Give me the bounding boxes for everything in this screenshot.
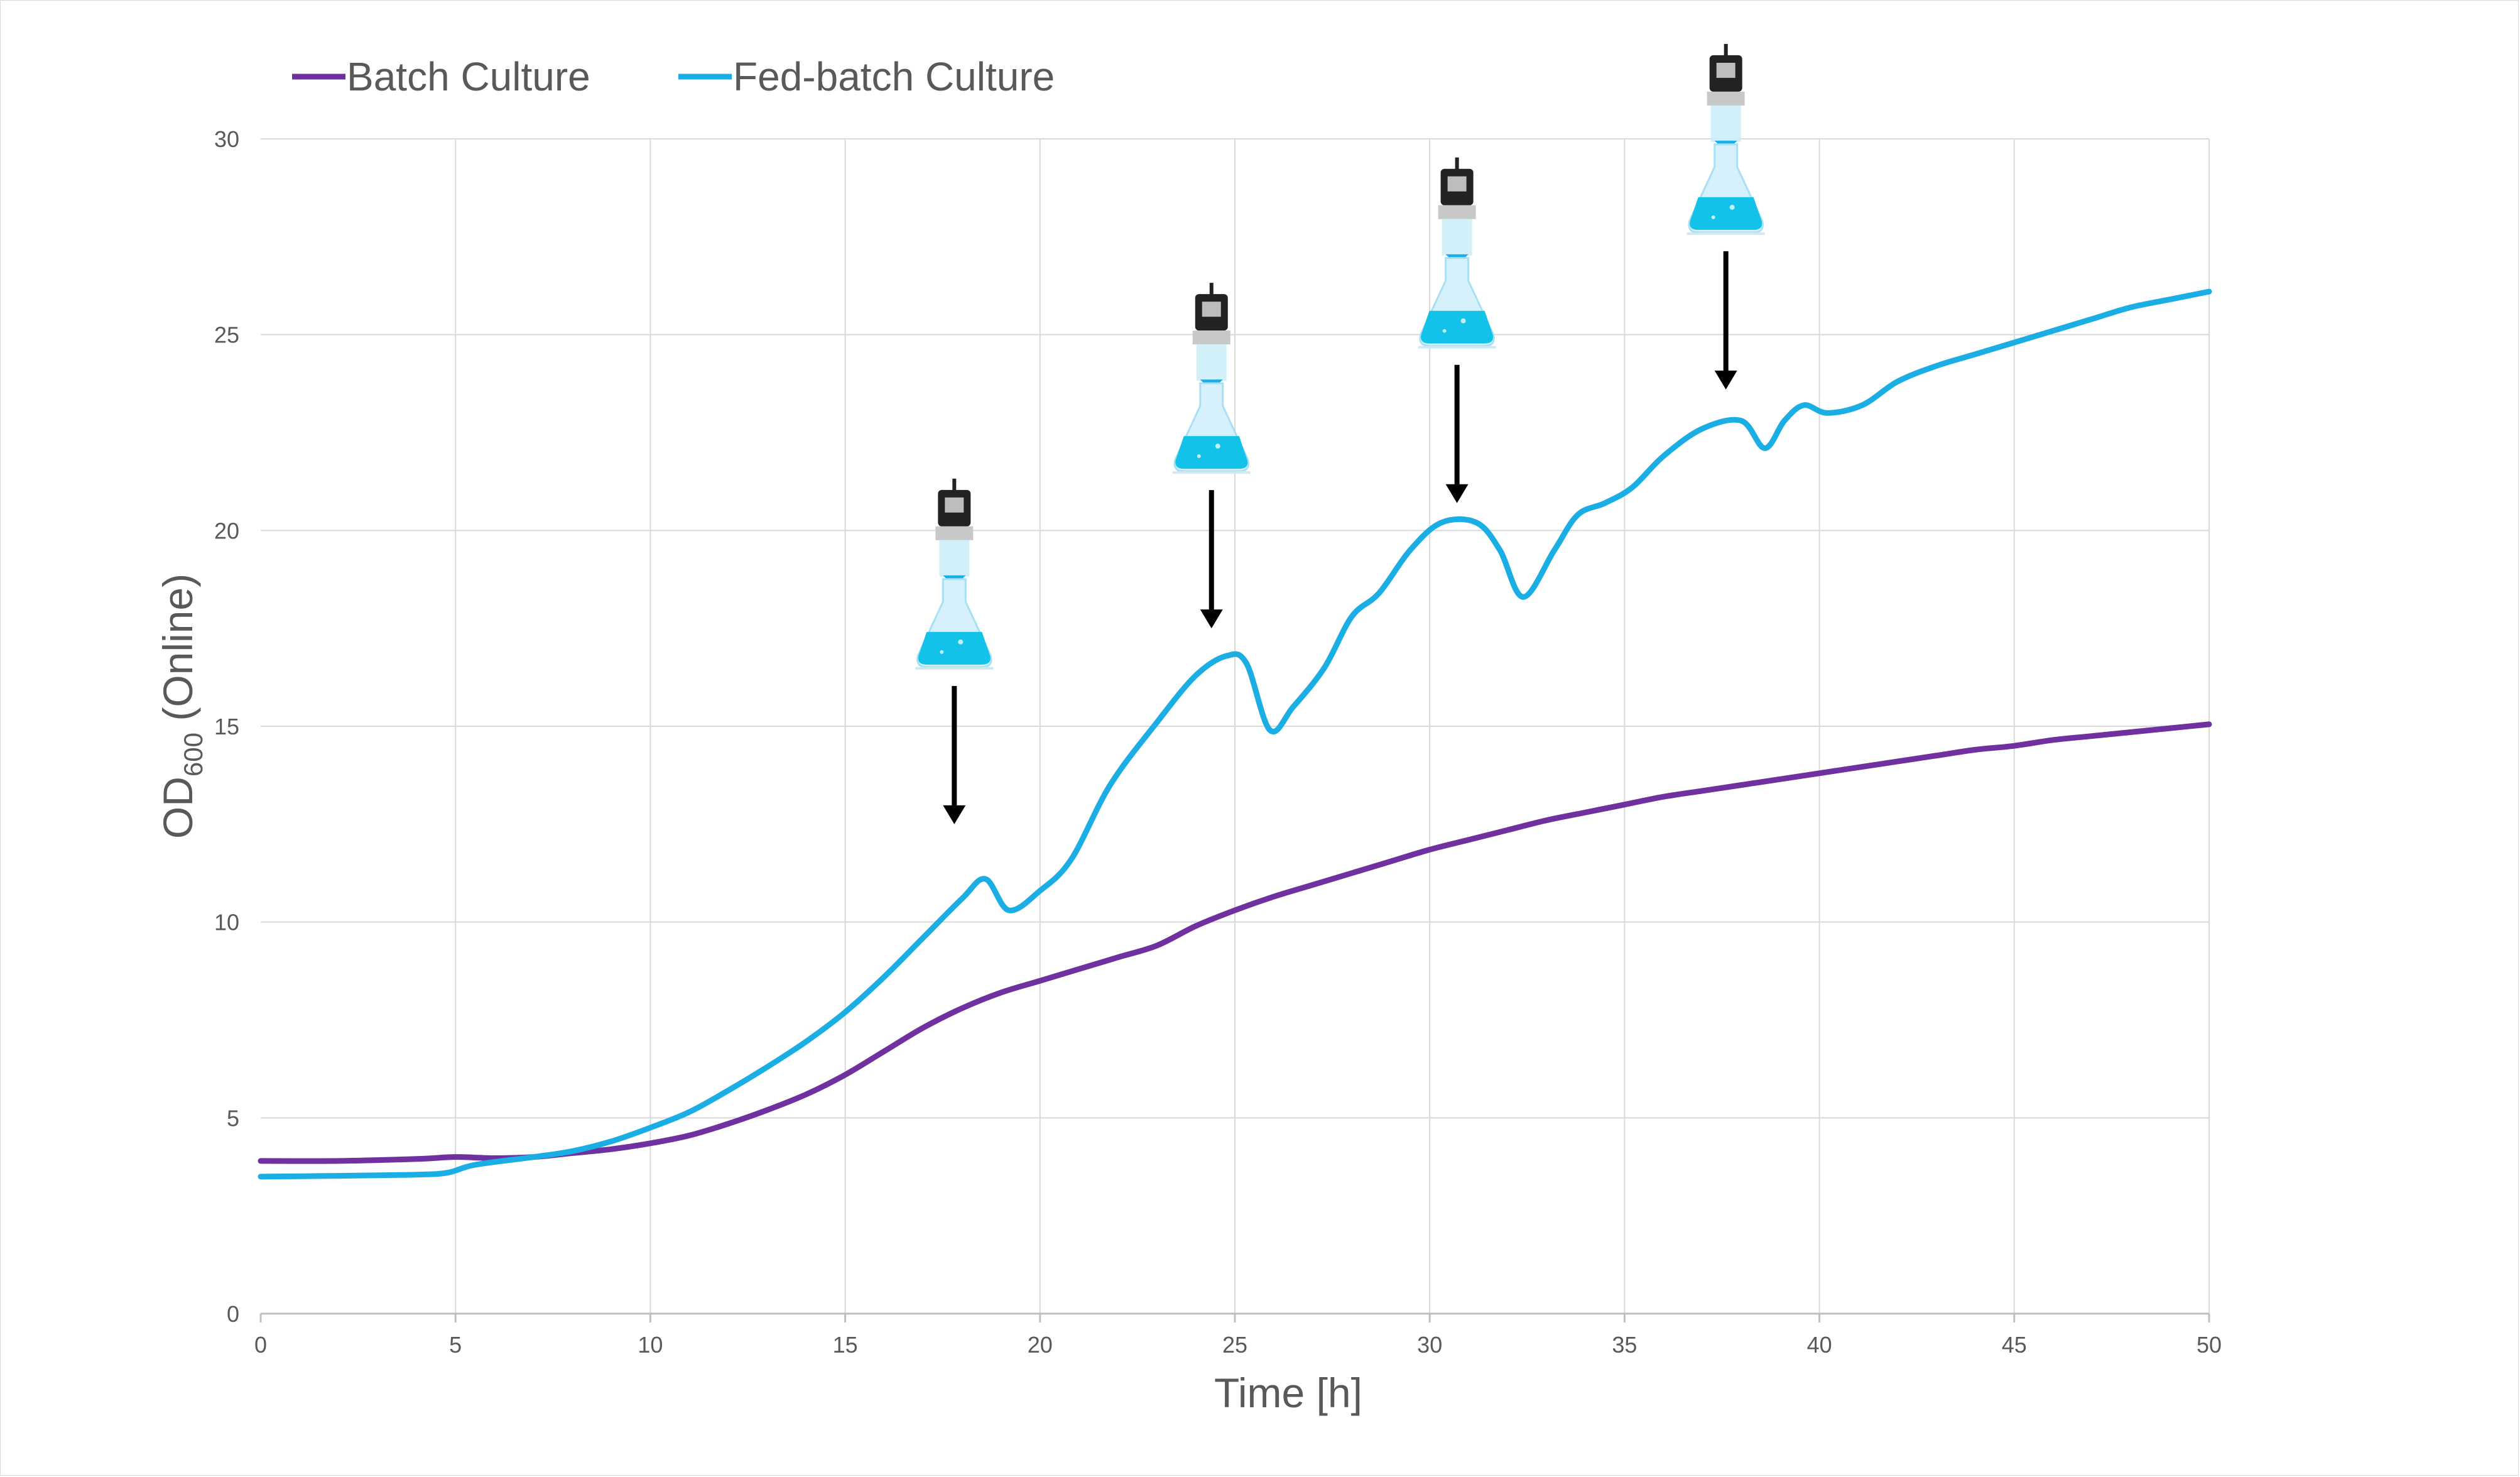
feed-flask-icon <box>1418 157 1496 349</box>
feed-flask-icon <box>915 478 994 670</box>
feed-arrow-head <box>1445 484 1469 503</box>
y-axis-title-main: OD <box>155 777 201 839</box>
y-tick-label: 20 <box>214 518 239 543</box>
y-tick-label: 10 <box>214 910 239 935</box>
x-tick-label: 5 <box>449 1332 462 1358</box>
y-tick-label: 25 <box>214 322 239 348</box>
x-tick-label: 45 <box>2002 1332 2027 1358</box>
x-tick-label: 20 <box>1028 1332 1053 1358</box>
x-tick-label: 15 <box>833 1332 858 1358</box>
feed-arrow-head <box>1200 609 1223 629</box>
feed-flask-icon <box>1172 283 1251 474</box>
feed-event-3 <box>1418 157 1496 503</box>
series-lines <box>258 288 2212 1180</box>
x-tick-label: 0 <box>254 1332 267 1358</box>
y-axis-title-suffix: (Online) <box>155 574 201 733</box>
feed-event-2 <box>1172 283 1251 629</box>
gridlines <box>261 138 2210 1314</box>
x-axis-title: Time [h] <box>1214 1370 1362 1416</box>
y-axis-title-subscript: 600 <box>178 733 208 777</box>
x-tick-label: 25 <box>1222 1332 1247 1358</box>
feed-event-4 <box>1686 43 1765 390</box>
y-tick-label: 5 <box>227 1105 239 1131</box>
x-tick-label: 35 <box>1612 1332 1637 1358</box>
series-line-fed-batch <box>258 288 2212 1180</box>
x-tick-label: 40 <box>1807 1332 1832 1358</box>
legend-label-batch: Batch Culture <box>347 54 590 99</box>
legend-label-fed-batch: Fed-batch Culture <box>733 54 1055 99</box>
legend: Batch Culture Fed-batch Culture <box>292 54 1055 99</box>
feed-annotations <box>915 43 1765 824</box>
feed-flask-icon <box>1686 43 1765 235</box>
x-tick-label: 10 <box>638 1332 663 1358</box>
x-tick-label: 50 <box>2197 1332 2222 1358</box>
feed-arrow-head <box>943 805 966 824</box>
series-line-batch <box>258 721 2212 1164</box>
feed-arrow-head <box>1714 370 1737 390</box>
y-tick-label: 30 <box>214 126 239 152</box>
feed-event-1 <box>915 478 994 824</box>
y-tick-label: 15 <box>214 714 239 739</box>
y-tick-label: 0 <box>227 1301 239 1327</box>
axes: 0 5 10 15 20 25 30 35 40 45 50 0 5 10 15 20 25 30 <box>214 126 2222 1358</box>
x-tick-label: 30 <box>1417 1332 1442 1358</box>
y-axis-title: OD600 (Online) <box>155 574 208 839</box>
